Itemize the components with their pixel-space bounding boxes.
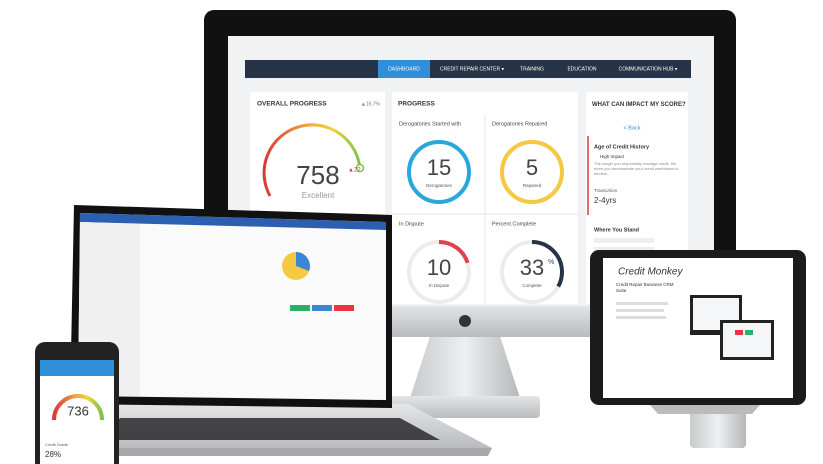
ring: [500, 140, 564, 204]
nav-item[interactable]: CREDIT REPAIR CENTER ▾: [440, 66, 504, 72]
tablet-brand: Credit Monkey: [618, 267, 683, 278]
tablet-stand: [690, 404, 746, 448]
tag: [334, 305, 354, 311]
stand-base: [390, 396, 540, 418]
bureau: TransUnion: [594, 188, 618, 193]
card-heading: Derogatories Repaired: [492, 121, 547, 127]
gauge-dot: [355, 163, 365, 173]
card-heading: Percent Complete: [492, 221, 536, 227]
stand-neck: [410, 330, 520, 398]
laptop-header: [80, 213, 386, 230]
nav-item[interactable]: EDUCATION: [567, 66, 596, 72]
text-line: [616, 309, 664, 312]
phone-score: 736: [67, 403, 89, 418]
nav-item[interactable]: COMMUNICATION HUB ▾: [619, 66, 678, 72]
phone-gauge: [52, 394, 104, 421]
range: 2-4yrs: [594, 196, 616, 205]
stand-heading: Where You Stand: [594, 227, 639, 233]
nav-item[interactable]: TRAINING: [520, 66, 544, 72]
card-number: 5: [526, 155, 538, 180]
phone-percent: 28%: [45, 450, 61, 459]
panel-title: WHAT CAN IMPACT MY SCORE?: [592, 102, 686, 108]
card-heading: Derogatories Started with: [399, 121, 461, 127]
ring: [407, 240, 471, 304]
level: High Impact: [600, 154, 625, 159]
laptop-edge: [40, 448, 492, 456]
tablet-tagline: Credit Repair Business CRM Suite: [616, 282, 674, 293]
text-line: [616, 316, 666, 319]
mini-tag: [745, 330, 753, 335]
card-caption: In Dispute: [429, 283, 450, 288]
card-caption: Complete: [522, 283, 542, 288]
tablet-tagline: Credit Repair Business CRM Suite: [616, 282, 674, 293]
factor-text: The longer you responsibly manage credit…: [594, 161, 679, 176]
card-heading: In Dispute: [399, 221, 424, 227]
card-suffix: %: [548, 259, 554, 266]
gauge-arc: [262, 123, 362, 197]
pie-slice: [296, 252, 310, 271]
card-caption: Repaired: [523, 183, 542, 188]
laptop-screen: [78, 213, 386, 400]
phone-header: [40, 360, 114, 376]
keyboard: [100, 418, 440, 440]
score: 758: [296, 160, 339, 190]
card-number: 10: [427, 255, 451, 280]
back-link[interactable]: < Back: [624, 125, 641, 131]
ring: [500, 240, 564, 304]
score-delta: ▲22: [348, 168, 361, 174]
factor: Age of Credit History: [594, 144, 650, 150]
card-number: 15: [427, 155, 451, 180]
panel-title: PROGRESS: [398, 101, 436, 108]
logo: [459, 315, 471, 327]
mini-screen: [723, 323, 771, 357]
nav-bar: [245, 60, 691, 78]
mini-tag: [735, 330, 743, 335]
card-number: 33: [520, 255, 544, 280]
card-caption: Derogatories: [426, 183, 453, 188]
tag: [312, 305, 332, 311]
ring: [407, 140, 471, 204]
phone-label: Credit Grade: [45, 442, 69, 447]
tag: [290, 305, 310, 311]
factor-text: The longer you responsibly manage credit…: [594, 161, 679, 176]
tablet-holder: [650, 405, 760, 414]
bar-bg: [594, 238, 654, 243]
bar-bg: [594, 247, 654, 252]
panel-title: OVERALL PROGRESS: [257, 101, 327, 108]
change: ▲16.7%: [361, 101, 381, 107]
nav-active: [378, 60, 430, 78]
grade: Excellent: [302, 191, 335, 200]
text-line: [616, 302, 668, 305]
nav-item[interactable]: DASHBOARD: [388, 66, 420, 72]
